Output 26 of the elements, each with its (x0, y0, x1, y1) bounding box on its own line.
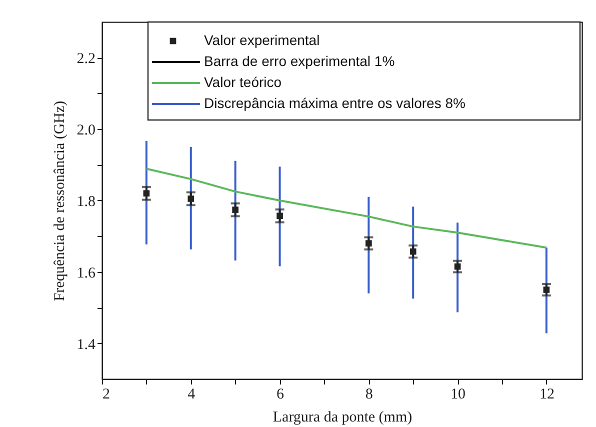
point (410, 248, 416, 255)
x-tick-label: 4 (188, 386, 196, 402)
legend-label: Discrepância máxima entre os valores 8% (204, 95, 466, 111)
legend-label: Valor experimental (204, 32, 320, 48)
x-tick-label: 10 (450, 386, 466, 402)
point (366, 240, 372, 247)
y-tick-label: 2.2 (76, 51, 96, 68)
y-tick-label: 2.0 (76, 122, 96, 139)
legend-label: Barra de erro experimental 1% (204, 53, 395, 69)
point (543, 286, 550, 293)
line-series (145, 168, 548, 249)
y-tick-label: 1.4 (76, 336, 96, 353)
y-axis-title: Frequência de ressonância (GHz) (52, 100, 68, 302)
point (143, 190, 150, 197)
x-tick-label: 12 (539, 386, 554, 402)
y-tick-label: 1.8 (76, 194, 96, 210)
x-axis-title: Largura da ponte (mm) (272, 410, 412, 426)
y-tick-label: 1.6 (76, 265, 96, 282)
x-tick-label: 8 (365, 386, 373, 402)
x-tick-label: 2 (102, 386, 110, 402)
point (276, 212, 283, 220)
point (232, 206, 238, 213)
legend-label: Valor teórico (204, 74, 282, 90)
x-tick-label: 6 (276, 386, 285, 402)
point (188, 196, 194, 202)
point (454, 263, 461, 270)
